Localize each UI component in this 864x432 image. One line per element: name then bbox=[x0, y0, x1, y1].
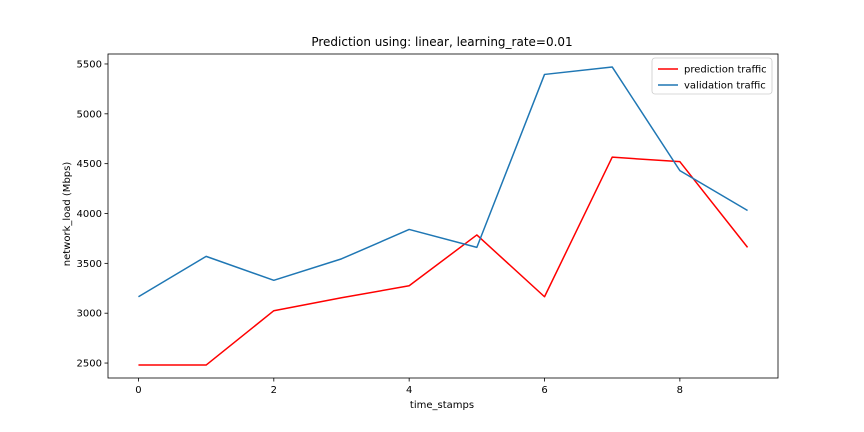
chart-title: Prediction using: linear, learning_rate=… bbox=[311, 35, 572, 49]
y-tick-label: 5500 bbox=[77, 59, 102, 70]
y-tick-label: 2500 bbox=[77, 359, 102, 370]
y-tick-label: 3500 bbox=[77, 259, 102, 270]
legend-box bbox=[651, 57, 773, 95]
y-axis-title: network_load (Mbps) bbox=[62, 162, 73, 267]
legend-label: validation traffic bbox=[684, 81, 766, 92]
y-tick-label: 4000 bbox=[77, 209, 102, 220]
x-tick-label: 2 bbox=[271, 385, 277, 396]
legend: prediction traffic validation traffic bbox=[651, 57, 773, 95]
legend-label: prediction traffic bbox=[684, 65, 767, 76]
x-tick-label: 6 bbox=[541, 385, 547, 396]
series-layer bbox=[138, 66, 749, 366]
y-tick-label: 4500 bbox=[77, 159, 102, 170]
y-tick-label: 3000 bbox=[77, 309, 102, 320]
x-tick-label: 4 bbox=[406, 385, 412, 396]
x-axis: 0 2 4 6 8 bbox=[135, 378, 683, 396]
x-tick-label: 8 bbox=[677, 385, 683, 396]
series-line-prediction bbox=[138, 156, 749, 366]
plot-area bbox=[107, 53, 779, 379]
x-tick-label: 0 bbox=[135, 385, 141, 396]
y-axis: 2500 3000 3500 4000 4500 5000 5500 bbox=[77, 59, 108, 370]
plot-frame bbox=[107, 53, 779, 379]
x-axis-title: time_stamps bbox=[410, 400, 474, 411]
y-tick-label: 5000 bbox=[77, 109, 102, 120]
series-line-validation bbox=[138, 66, 748, 298]
